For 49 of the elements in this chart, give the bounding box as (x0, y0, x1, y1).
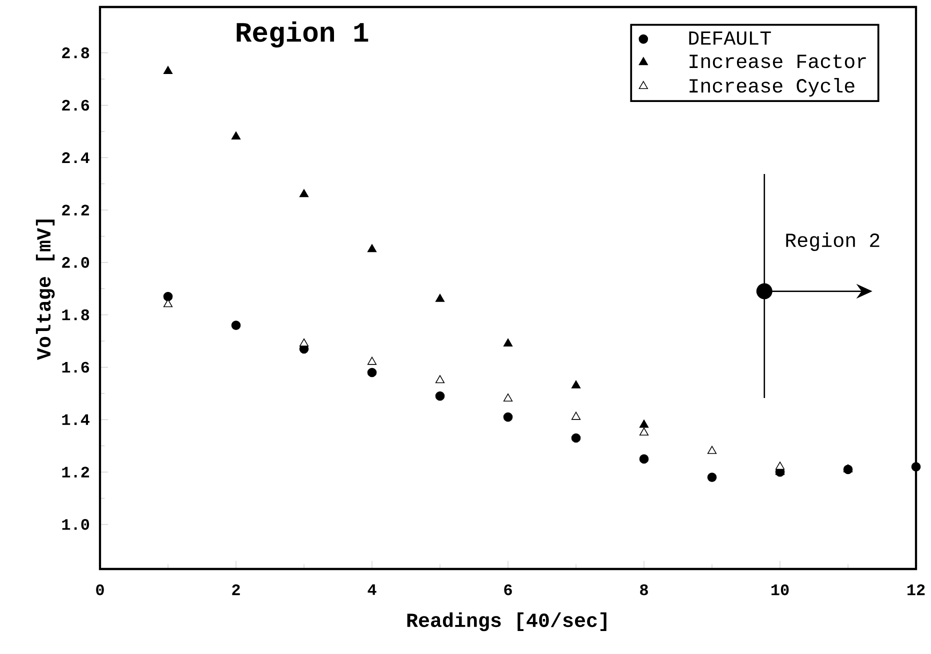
y-tick-label: 2.6 (62, 100, 90, 111)
legend-label: DEFAULT (689, 31, 771, 45)
y-tick-label: 2.2 (62, 204, 90, 216)
point (367, 244, 377, 252)
annotation: Region 2 (786, 232, 880, 252)
point (775, 462, 785, 470)
x-tick-label: 6 (504, 584, 512, 596)
point (435, 294, 445, 302)
point (435, 375, 445, 384)
point (435, 391, 445, 401)
x-tick-label: 4 (368, 584, 376, 595)
x-tick-label: 12 (907, 584, 925, 596)
point (571, 380, 581, 388)
legend-label: Increase Cycle (690, 78, 854, 97)
y-tick-label: 1.0 (62, 519, 90, 530)
x-tick-label: 10 (771, 584, 789, 596)
y-tick-label: 2.0 (62, 257, 90, 268)
x-tick-label: 0 (96, 584, 104, 596)
x-tick-label: 8 (640, 584, 648, 596)
point (231, 131, 241, 140)
y-tick-label: 1.2 (62, 466, 90, 478)
y-tick-label: 1.8 (62, 309, 90, 320)
y-tick-label: 1.4 (62, 414, 90, 425)
point (707, 472, 717, 482)
x-axis-title: Readings [40/sec] (407, 612, 606, 632)
point (299, 189, 309, 198)
point (503, 338, 513, 346)
point (299, 338, 309, 346)
point (163, 66, 173, 74)
x-tick-label: 2 (232, 584, 240, 596)
point (571, 433, 581, 443)
y-axis-title: Voltage [mV] (36, 220, 55, 360)
y-tick-label: 1.6 (62, 362, 90, 373)
y-tick-label: 2.8 (62, 47, 90, 58)
point (231, 320, 241, 330)
point (163, 292, 173, 302)
legend-label: Increase Factor (690, 54, 866, 68)
point (367, 356, 377, 365)
point (639, 420, 649, 428)
point (367, 368, 377, 378)
point (571, 412, 581, 420)
point (707, 446, 717, 454)
point (639, 454, 649, 464)
y-tick-label: 2.4 (62, 152, 90, 164)
annotation: Region 1 (236, 21, 368, 48)
point (503, 393, 513, 402)
point (639, 428, 649, 436)
point (163, 299, 173, 308)
point (503, 412, 513, 422)
